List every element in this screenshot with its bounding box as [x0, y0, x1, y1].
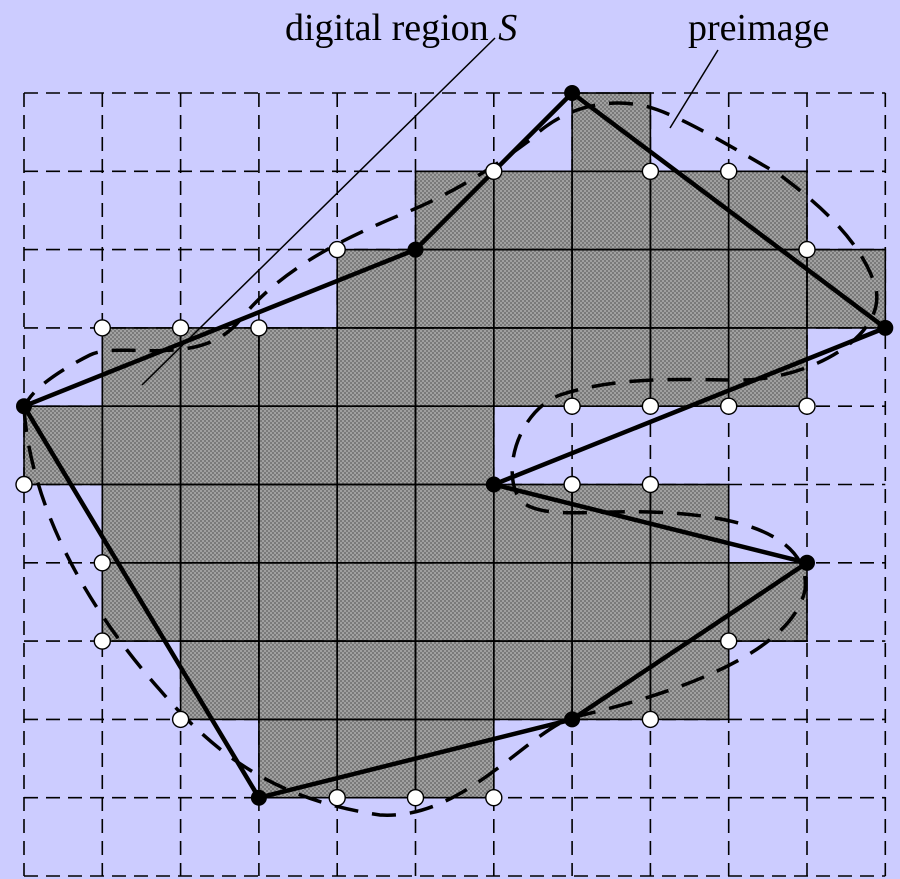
- open-point: [798, 240, 816, 259]
- region-cell: [180, 562, 259, 642]
- region-cell: [258, 719, 338, 798]
- open-point: [720, 397, 738, 415]
- open-point: [171, 319, 190, 337]
- open-point: [328, 789, 346, 807]
- open-point: [720, 632, 738, 650]
- region-cell: [728, 327, 807, 407]
- region-cell: [180, 641, 259, 720]
- open-point: [563, 475, 581, 494]
- open-point: [641, 397, 660, 415]
- open-point: [171, 710, 190, 729]
- open-point: [641, 710, 660, 729]
- preimage-leader-line: [669, 49, 719, 129]
- open-point: [798, 397, 816, 415]
- region-cell: [258, 406, 338, 485]
- region-cells: [24, 93, 886, 798]
- region-cell: [258, 562, 338, 642]
- region-cell: [493, 562, 573, 642]
- region-cell: [258, 484, 338, 563]
- region-cell: [493, 484, 573, 563]
- region-cell: [650, 484, 729, 563]
- region-cell: [415, 327, 494, 407]
- open-point: [485, 789, 503, 807]
- preimage-label: preimage: [688, 7, 829, 49]
- preimage-curve: [22, 101, 879, 817]
- open-point: [563, 397, 581, 415]
- region-cell: [728, 562, 807, 642]
- region-cell: [572, 171, 651, 250]
- digital-region-symbol: S: [498, 7, 517, 49]
- region-cell: [728, 249, 807, 328]
- digital-region-leader-line: [141, 37, 496, 386]
- region-cell: [415, 719, 494, 798]
- open-point: [406, 789, 425, 807]
- region-cell: [337, 641, 416, 720]
- polygon-vertex: [16, 398, 32, 415]
- region-cell: [650, 562, 729, 642]
- region-cell: [180, 406, 259, 485]
- region-cell: [337, 719, 416, 798]
- region-cell: [493, 249, 573, 328]
- open-point: [328, 240, 346, 259]
- polygon-vertex: [564, 85, 581, 101]
- region-cell: [337, 406, 416, 485]
- open-point: [250, 319, 268, 337]
- polygon-outline: [21, 90, 888, 800]
- region-cell: [102, 484, 181, 563]
- region-cell: [180, 484, 259, 563]
- polygon-vertex: [877, 319, 894, 336]
- region-cell: [650, 641, 729, 720]
- region-cell: [572, 249, 651, 328]
- polygon-vertex: [799, 554, 815, 571]
- polygon-layer: [21, 90, 888, 800]
- region-cell: [337, 249, 416, 328]
- open-point: [641, 475, 660, 494]
- region-cell: [415, 249, 494, 328]
- region-cell: [415, 562, 494, 642]
- region-cell: [807, 249, 886, 328]
- region-cell: [258, 641, 338, 720]
- open-points: [15, 162, 816, 807]
- polygon-vertices: [16, 85, 894, 806]
- region-cell: [572, 562, 651, 642]
- polygon-vertex: [250, 789, 267, 806]
- region-cell: [415, 484, 494, 563]
- open-point: [15, 475, 33, 494]
- region-cell: [650, 327, 729, 407]
- region-cell: [493, 327, 573, 407]
- region-cell: [102, 406, 181, 485]
- region-cell: [572, 327, 651, 407]
- region-cell: [337, 562, 416, 642]
- polygon-vertex: [485, 476, 502, 493]
- region-cell: [650, 249, 729, 328]
- region-cell: [493, 171, 573, 250]
- region-cell: [493, 641, 573, 720]
- region-cell: [102, 327, 181, 407]
- open-point: [93, 632, 112, 650]
- polygon-vertex: [564, 711, 581, 728]
- region-cell: [337, 484, 416, 563]
- region-cell: [415, 641, 494, 720]
- open-point: [485, 162, 503, 181]
- digital-region-label: digital region S: [285, 7, 517, 49]
- region-cell: [180, 327, 259, 407]
- region-cell: [650, 171, 729, 250]
- open-point: [720, 162, 738, 181]
- region-cell: [572, 484, 651, 563]
- region-cell: [415, 406, 494, 485]
- region-cell: [337, 327, 416, 407]
- open-point: [93, 554, 112, 572]
- region-cell: [258, 327, 338, 407]
- open-point: [93, 319, 112, 337]
- polygon-vertex: [407, 241, 424, 258]
- open-point: [641, 162, 660, 181]
